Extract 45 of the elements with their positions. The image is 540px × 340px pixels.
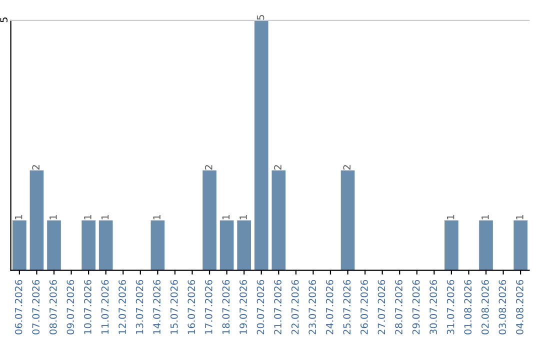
data-label: 1 (15, 215, 22, 220)
data-label: 2 (32, 165, 40, 170)
x-tick-label: 19.07.2026 (240, 280, 247, 334)
data-label: 1 (50, 215, 57, 220)
x-tick-label: 03.08.2026 (498, 280, 506, 334)
x-tick-label: 25.07.2026 (343, 280, 351, 334)
data-label: 2 (343, 165, 350, 170)
x-tick-label: 22.07.2026 (291, 280, 299, 334)
x-tick-label: 13.07.2026 (136, 280, 144, 334)
x-tick-label: 14.07.2026 (153, 280, 160, 334)
x-tick-label: 20.07.2026 (256, 280, 264, 334)
data-label: 1 (240, 215, 247, 220)
x-tick-label: 27.07.2026 (378, 280, 386, 334)
x-tick-label: 16.07.2026 (188, 280, 196, 334)
x-tick-label: 28.07.2026 (395, 280, 402, 334)
x-tick-label: 23.07.2026 (308, 280, 316, 334)
x-tick-label: 17.07.2026 (204, 280, 212, 334)
x-tick-label: 09.07.2026 (66, 280, 74, 334)
x-tick-label: 26.07.2026 (360, 280, 368, 334)
x-tick-label: 18.07.2026 (222, 280, 230, 334)
x-tick-label: 07.07.2026 (32, 280, 40, 334)
x-tick-label: 15.07.2026 (170, 280, 178, 334)
data-label: 1 (153, 215, 160, 220)
x-tick-label: 12.07.2026 (118, 280, 126, 334)
data-label: 1 (222, 215, 230, 220)
x-tick-label: 24.07.2026 (326, 280, 334, 334)
x-tick-label: 21.07.2026 (274, 280, 282, 334)
x-tick-label: 31.07.2026 (446, 280, 454, 334)
x-tick-label: 06.07.2026 (14, 280, 22, 334)
data-label: 1 (84, 215, 92, 220)
x-tick-label: 30.07.2026 (430, 280, 437, 334)
x-tick-label: 02.08.2026 (481, 280, 489, 334)
data-label: 1 (516, 215, 524, 220)
data-label: 1 (447, 215, 454, 220)
data-label: 2 (204, 165, 212, 170)
data-label: 1 (101, 215, 109, 220)
data-label: 2 (274, 165, 282, 170)
x-tick-label: 01.08.2026 (464, 280, 472, 334)
x-tick-label: 10.07.2026 (84, 280, 92, 334)
x-tick-label: 29.07.2026 (412, 280, 420, 334)
x-tick-label: 04.08.2026 (516, 280, 524, 334)
x-tick-label: 11.07.2026 (101, 280, 109, 334)
x-tick-label: 08.07.2026 (49, 280, 57, 334)
data-label: 5 (256, 15, 264, 20)
data-label: 1 (482, 215, 489, 220)
